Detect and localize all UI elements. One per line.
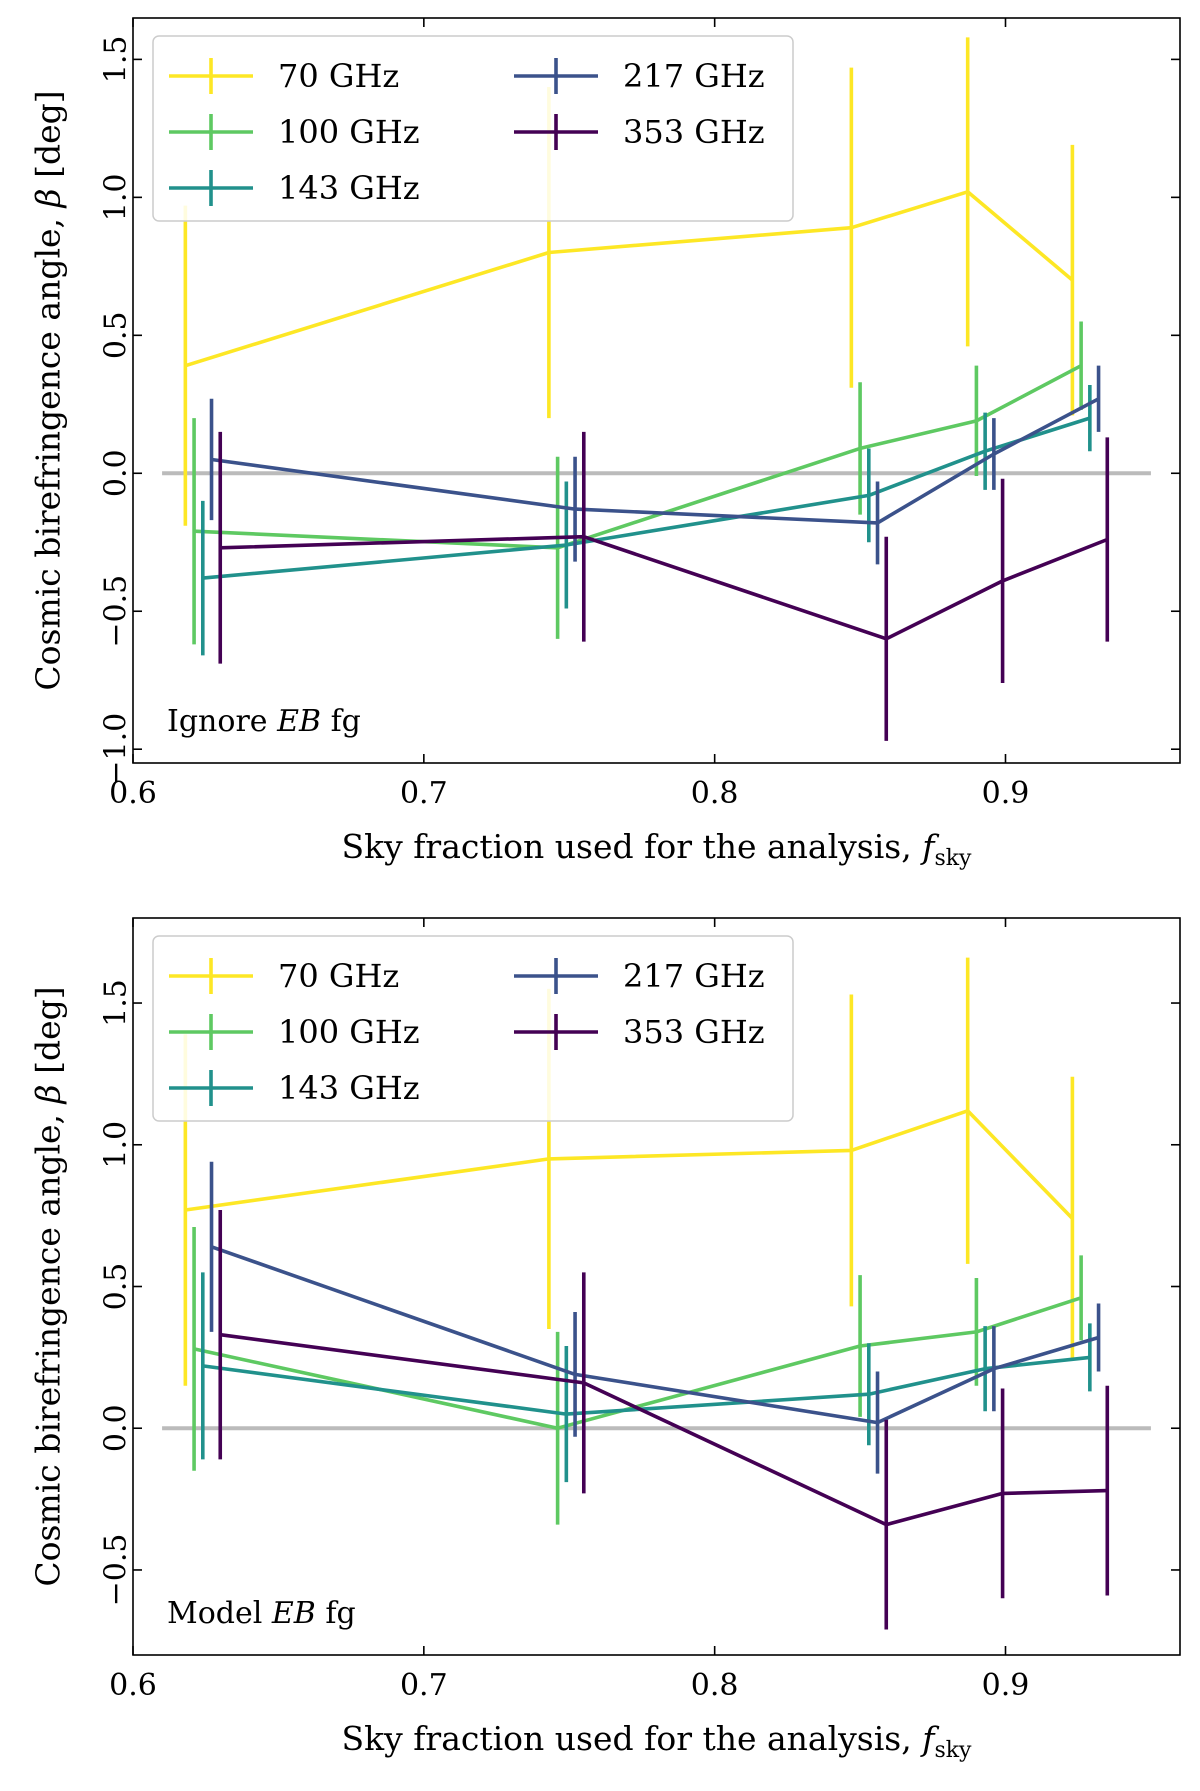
- series-217-ghz: [209, 1161, 1101, 1474]
- x-axis-label: Sky fraction used for the analysis, fsky: [341, 827, 972, 871]
- legend-item: 70 GHz: [169, 957, 399, 995]
- top-panel: 0.6 0.7 0.8 0.9 −1.0 −0.5 0.0 0.5 1.0 1.5 Sky frac…: [29, 17, 1181, 871]
- y-tick-label: 0.0: [99, 449, 134, 497]
- legend-label: 70 GHz: [278, 957, 399, 995]
- x-tick-label: 0.6: [109, 1668, 157, 1703]
- series-100-ghz: [192, 1226, 1083, 1525]
- legend-box: [152, 935, 794, 1122]
- plot-frame: [132, 17, 1181, 764]
- y-tick-label: −0.5: [99, 575, 134, 648]
- y-tick-label: 0.5: [99, 311, 134, 359]
- y-tick-label: 0.0: [99, 1404, 134, 1452]
- y-tick-label: 1.5: [99, 36, 134, 84]
- legend-label: 353 GHz: [623, 1013, 765, 1051]
- legend-item: 143 GHz: [169, 1069, 420, 1107]
- legend-box: [152, 35, 794, 222]
- legend-item: 100 GHz: [169, 1013, 420, 1051]
- panel-annotation: Model EB fg: [167, 1596, 356, 1631]
- y-tick-label: −1.0: [99, 713, 134, 786]
- legend: 70 GHz 100 GHz 143 GHz 217 GHz 353 GHz: [152, 935, 794, 1122]
- legend-item: 217 GHz: [514, 57, 765, 95]
- legend-item: 143 GHz: [169, 169, 420, 207]
- y-axis-label: Cosmic birefringence angle, β [deg]: [29, 90, 68, 690]
- legend-label: 217 GHz: [623, 57, 765, 95]
- legend-item: 353 GHz: [514, 1013, 765, 1051]
- x-tick-label: 0.8: [691, 776, 739, 811]
- y-tick-label: 1.0: [99, 1121, 134, 1169]
- legend-label: 143 GHz: [278, 1069, 420, 1107]
- bottom-panel: 0.6 0.7 0.8 0.9 −0.5 0.0 0.5 1.0 1.5 Sky fraction…: [29, 917, 1181, 1763]
- series-143-ghz: [201, 1272, 1092, 1483]
- series-line: [185, 1109, 1074, 1220]
- y-tick-label: 1.0: [99, 173, 134, 221]
- x-tick-label: 0.8: [691, 1668, 739, 1703]
- legend-item: 217 GHz: [514, 957, 765, 995]
- series-353-ghz: [218, 431, 1110, 741]
- y-axis-label: Cosmic birefringence angle, β [deg]: [29, 986, 68, 1586]
- series-line: [220, 534, 1108, 641]
- series-line: [202, 416, 1091, 580]
- legend-label: 143 GHz: [278, 169, 420, 207]
- series-70-ghz: [183, 957, 1075, 1386]
- legend-label: 217 GHz: [623, 957, 765, 995]
- x-axis-label: Sky fraction used for the analysis, fsky: [341, 1719, 972, 1763]
- x-tick-label: 0.9: [982, 1668, 1030, 1703]
- series-217-ghz: [209, 365, 1101, 565]
- x-tick-label: 0.6: [109, 776, 157, 811]
- legend-label: 100 GHz: [278, 113, 420, 151]
- y-tick-label: 0.5: [99, 1263, 134, 1311]
- x-tick-label: 0.7: [400, 776, 448, 811]
- series-line: [194, 364, 1082, 550]
- legend-item: 353 GHz: [514, 113, 765, 151]
- legend-item: 100 GHz: [169, 113, 420, 151]
- series-353-ghz: [218, 1209, 1110, 1630]
- legend-label: 353 GHz: [623, 113, 765, 151]
- panel-annotation: Ignore EB fg: [167, 704, 361, 739]
- legend-item: 70 GHz: [169, 57, 399, 95]
- legend-label: 100 GHz: [278, 1013, 420, 1051]
- x-tick-label: 0.9: [982, 776, 1030, 811]
- x-tick-label: 0.7: [400, 1668, 448, 1703]
- legend-label: 70 GHz: [278, 57, 399, 95]
- legend: 70 GHz 100 GHz 143 GHz 217 GHz 353 GHz: [152, 35, 794, 222]
- series-line: [211, 397, 1100, 525]
- y-tick-label: 1.5: [99, 979, 134, 1027]
- y-tick-label: −0.5: [99, 1534, 134, 1607]
